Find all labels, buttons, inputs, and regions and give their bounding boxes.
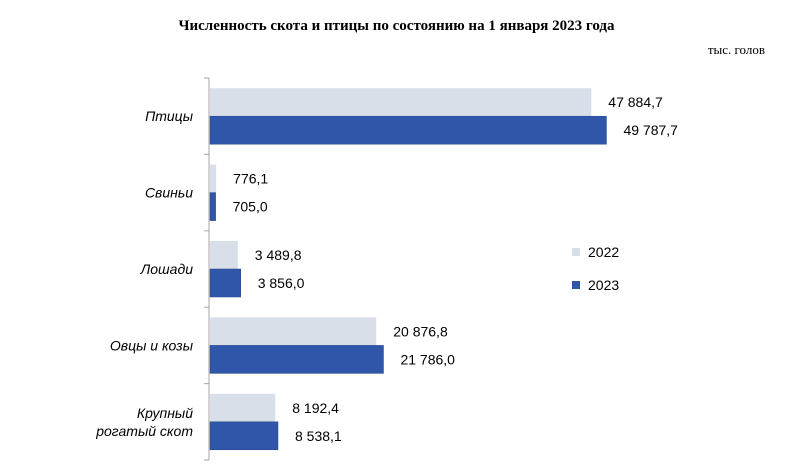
bar-2022 bbox=[210, 317, 377, 346]
legend-swatch-2022 bbox=[572, 248, 580, 256]
data-label-2023: 3 856,0 bbox=[258, 275, 305, 291]
data-label-2022: 3 489,8 bbox=[255, 247, 302, 263]
data-label-2022: 776,1 bbox=[233, 171, 268, 187]
bar-2022 bbox=[210, 88, 592, 117]
data-label-2022: 20 876,8 bbox=[393, 323, 448, 339]
category-label-line: Лошади bbox=[140, 261, 194, 277]
data-label-2023: 8 538,1 bbox=[295, 428, 342, 444]
data-label-2023: 705,0 bbox=[233, 199, 268, 215]
data-label-2022: 47 884,7 bbox=[608, 94, 663, 110]
category-label: Овцы и козы bbox=[110, 337, 194, 353]
category-label-line: Овцы и козы bbox=[110, 337, 194, 353]
category-label-line: Крупный bbox=[137, 405, 193, 421]
bar-2023 bbox=[209, 345, 384, 374]
chart-title: Численность скота и птицы по состоянию н… bbox=[178, 18, 615, 34]
bar-2022 bbox=[210, 164, 217, 193]
data-label-2022: 8 192,4 bbox=[292, 400, 339, 416]
category-label: Свиньи bbox=[145, 185, 193, 201]
bar-2023 bbox=[209, 268, 241, 298]
category-label: Лошади bbox=[140, 261, 194, 277]
bar-2023 bbox=[209, 115, 607, 145]
category-label-line: Птицы bbox=[145, 108, 194, 124]
data-label-2023: 21 786,0 bbox=[400, 351, 455, 367]
bar-2022 bbox=[210, 393, 276, 422]
bar-2023 bbox=[209, 192, 216, 221]
category-label: Птицы bbox=[145, 108, 194, 124]
legend-label-2023: 2023 bbox=[588, 277, 619, 293]
data-label-2023: 49 787,7 bbox=[623, 122, 678, 138]
bar-2022 bbox=[210, 241, 238, 269]
bar-2023 bbox=[209, 421, 279, 451]
legend-label-2022: 2022 bbox=[588, 244, 619, 260]
category-label: Крупный рогатый скот bbox=[95, 405, 193, 439]
legend-swatch-2023 bbox=[572, 281, 580, 289]
chart-unit-label: тыс. голов bbox=[707, 42, 765, 57]
category-label-line: рогатый скот bbox=[95, 423, 193, 439]
category-label-line: Свиньи bbox=[145, 185, 193, 201]
